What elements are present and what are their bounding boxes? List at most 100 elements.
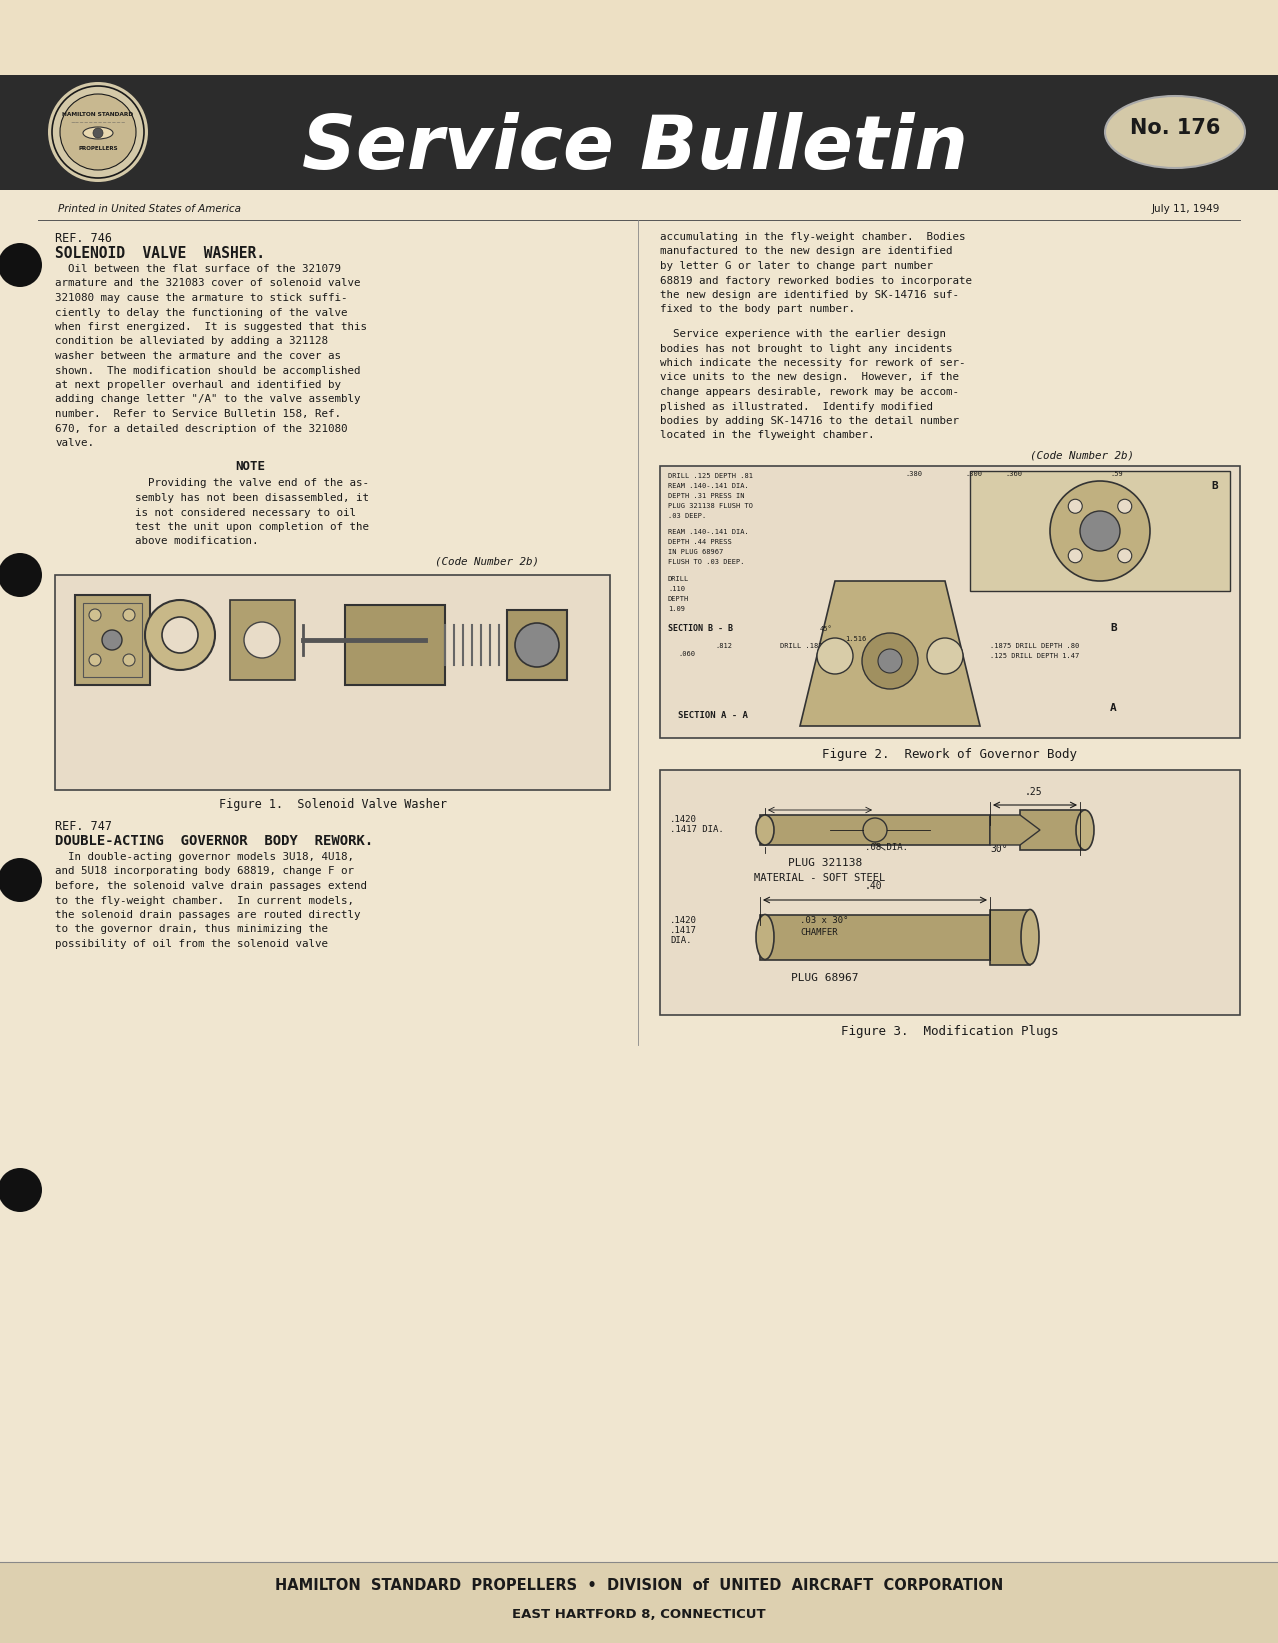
Text: .1420: .1420 bbox=[670, 917, 697, 925]
Text: (Code Number 2b): (Code Number 2b) bbox=[435, 557, 539, 567]
Text: In double-acting governor models 3U18, 4U18,: In double-acting governor models 3U18, 4… bbox=[55, 853, 354, 863]
Circle shape bbox=[89, 610, 101, 621]
Text: bodies has not brought to light any incidents: bodies has not brought to light any inci… bbox=[659, 343, 952, 353]
Text: 45°: 45° bbox=[820, 626, 833, 633]
Text: DRILL .125 DEPTH .81: DRILL .125 DEPTH .81 bbox=[668, 473, 753, 480]
Ellipse shape bbox=[1021, 910, 1039, 964]
Text: PLUG 321138 FLUSH TO: PLUG 321138 FLUSH TO bbox=[668, 503, 753, 509]
Ellipse shape bbox=[757, 915, 774, 960]
Text: DRILL: DRILL bbox=[668, 577, 689, 582]
Circle shape bbox=[1118, 499, 1132, 513]
Text: ciently to delay the functioning of the valve: ciently to delay the functioning of the … bbox=[55, 307, 348, 317]
Text: PLUG 321138: PLUG 321138 bbox=[787, 858, 863, 868]
Text: plished as illustrated.  Identify modified: plished as illustrated. Identify modifie… bbox=[659, 401, 933, 411]
Ellipse shape bbox=[1105, 95, 1245, 168]
Circle shape bbox=[89, 654, 101, 665]
Text: 1.09: 1.09 bbox=[668, 606, 685, 611]
Text: SECTION A - A: SECTION A - A bbox=[679, 711, 748, 720]
Circle shape bbox=[0, 858, 42, 902]
Text: DOUBLE-ACTING  GOVERNOR  BODY  REWORK.: DOUBLE-ACTING GOVERNOR BODY REWORK. bbox=[55, 835, 373, 848]
Ellipse shape bbox=[83, 127, 112, 140]
Text: number.  Refer to Service Bulletin 158, Ref.: number. Refer to Service Bulletin 158, R… bbox=[55, 409, 341, 419]
Circle shape bbox=[515, 623, 558, 667]
Text: to the fly-weight chamber.  In current models,: to the fly-weight chamber. In current mo… bbox=[55, 895, 354, 905]
Bar bbox=[659, 467, 1240, 738]
Text: located in the flyweight chamber.: located in the flyweight chamber. bbox=[659, 430, 874, 440]
Text: and 5U18 incorporating body 68819, change F or: and 5U18 incorporating body 68819, chang… bbox=[55, 866, 354, 876]
Text: test the unit upon completion of the: test the unit upon completion of the bbox=[135, 522, 369, 532]
Text: (Code Number 2b): (Code Number 2b) bbox=[1030, 450, 1134, 460]
Text: Service experience with the earlier design: Service experience with the earlier desi… bbox=[659, 329, 946, 338]
Text: PROPELLERS: PROPELLERS bbox=[78, 146, 118, 151]
Text: HAMILTON STANDARD: HAMILTON STANDARD bbox=[63, 112, 134, 118]
Text: .360: .360 bbox=[1005, 472, 1022, 476]
Text: 321080 may cause the armature to stick suffi-: 321080 may cause the armature to stick s… bbox=[55, 292, 348, 302]
Circle shape bbox=[60, 94, 135, 169]
Circle shape bbox=[0, 1168, 42, 1213]
Text: above modification.: above modification. bbox=[135, 537, 258, 547]
Text: SECTION B - B: SECTION B - B bbox=[668, 624, 734, 633]
Bar bbox=[0, 76, 1278, 191]
Text: NOTE: NOTE bbox=[235, 460, 265, 473]
Bar bbox=[75, 595, 150, 685]
Text: DEPTH .44 PRESS: DEPTH .44 PRESS bbox=[668, 539, 732, 545]
Ellipse shape bbox=[757, 815, 774, 845]
Text: SOLENOID  VALVE  WASHER.: SOLENOID VALVE WASHER. bbox=[55, 246, 265, 261]
Bar bbox=[345, 605, 445, 685]
Circle shape bbox=[1080, 511, 1120, 550]
Text: Providing the valve end of the as-: Providing the valve end of the as- bbox=[135, 478, 369, 488]
Text: to the governor drain, thus minimizing the: to the governor drain, thus minimizing t… bbox=[55, 925, 328, 935]
Text: REAM .140-.141 DIA.: REAM .140-.141 DIA. bbox=[668, 483, 749, 490]
Circle shape bbox=[123, 610, 135, 621]
Text: adding change letter "/A" to the valve assembly: adding change letter "/A" to the valve a… bbox=[55, 394, 360, 404]
Text: the solenoid drain passages are routed directly: the solenoid drain passages are routed d… bbox=[55, 910, 360, 920]
Text: HAMILTON  STANDARD  PROPELLERS  •  DIVISION  of  UNITED  AIRCRAFT  CORPORATION: HAMILTON STANDARD PROPELLERS • DIVISION … bbox=[275, 1579, 1003, 1594]
Text: REAM .140-.141 DIA.: REAM .140-.141 DIA. bbox=[668, 529, 749, 536]
Text: ~~~~~~~~~~~~: ~~~~~~~~~~~~ bbox=[70, 120, 125, 125]
Text: .25: .25 bbox=[1025, 787, 1043, 797]
Circle shape bbox=[817, 637, 852, 674]
Bar bbox=[507, 610, 567, 680]
Text: A: A bbox=[1111, 703, 1117, 713]
Text: .1417 DIA.: .1417 DIA. bbox=[670, 825, 723, 835]
Bar bbox=[0, 1562, 1278, 1643]
Text: change appears desirable, rework may be accom-: change appears desirable, rework may be … bbox=[659, 388, 958, 398]
Text: CHAMFER: CHAMFER bbox=[800, 928, 837, 937]
Text: .03 DEEP.: .03 DEEP. bbox=[668, 513, 707, 519]
Text: .03 x 30°: .03 x 30° bbox=[800, 917, 849, 925]
Text: .40: .40 bbox=[865, 881, 883, 891]
Text: .59: .59 bbox=[1111, 472, 1123, 476]
Bar bbox=[230, 600, 295, 680]
Circle shape bbox=[162, 618, 198, 652]
Circle shape bbox=[49, 82, 148, 182]
Bar bbox=[970, 472, 1229, 591]
Polygon shape bbox=[990, 815, 1040, 845]
Circle shape bbox=[123, 654, 135, 665]
Text: condition be alleviated by adding a 321128: condition be alleviated by adding a 3211… bbox=[55, 337, 328, 347]
Circle shape bbox=[0, 243, 42, 288]
Circle shape bbox=[102, 629, 121, 651]
Text: .1417: .1417 bbox=[670, 927, 697, 935]
Text: MATERIAL - SOFT STEEL: MATERIAL - SOFT STEEL bbox=[754, 872, 886, 882]
Text: .1420: .1420 bbox=[670, 815, 697, 825]
Bar bbox=[760, 815, 990, 845]
Circle shape bbox=[1051, 481, 1150, 582]
Bar bbox=[0, 0, 1278, 76]
Circle shape bbox=[1118, 549, 1132, 564]
Text: Figure 1.  Solenoid Valve Washer: Figure 1. Solenoid Valve Washer bbox=[219, 798, 447, 812]
Text: armature and the 321083 cover of solenoid valve: armature and the 321083 cover of solenoi… bbox=[55, 279, 360, 289]
Circle shape bbox=[244, 623, 280, 657]
Text: REF. 747: REF. 747 bbox=[55, 820, 112, 833]
Bar bbox=[760, 915, 990, 960]
Text: REF. 746: REF. 746 bbox=[55, 232, 112, 245]
Text: PLUG 68967: PLUG 68967 bbox=[791, 973, 859, 983]
Bar bbox=[1020, 810, 1085, 849]
Ellipse shape bbox=[1076, 810, 1094, 849]
Text: DEPTH .31 PRESS IN: DEPTH .31 PRESS IN bbox=[668, 493, 745, 499]
Text: fixed to the body part number.: fixed to the body part number. bbox=[659, 304, 855, 314]
Text: DEPTH: DEPTH bbox=[668, 596, 689, 601]
Text: .1875 DRILL DEPTH .80: .1875 DRILL DEPTH .80 bbox=[990, 642, 1079, 649]
Text: bodies by adding SK-14716 to the detail number: bodies by adding SK-14716 to the detail … bbox=[659, 416, 958, 426]
Circle shape bbox=[861, 633, 918, 688]
Text: Printed in United States of America: Printed in United States of America bbox=[58, 204, 242, 214]
